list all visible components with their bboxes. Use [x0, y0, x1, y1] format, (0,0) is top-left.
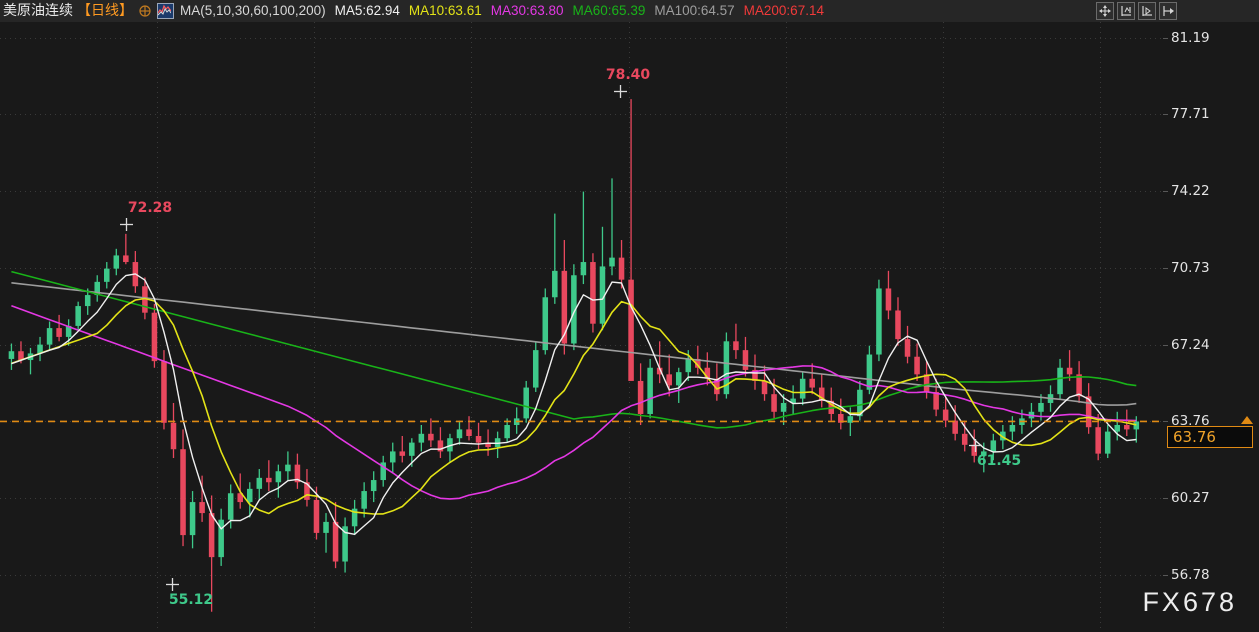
ma100-legend: MA100:64.57 — [654, 3, 735, 18]
ma5-legend: MA5:62.94 — [334, 3, 400, 18]
axis-tick-label: 70.73 — [1171, 259, 1210, 276]
low-label-6145-marker — [969, 439, 982, 452]
ma30-legend: MA30:63.80 — [490, 3, 564, 18]
axis-tick-mark — [1163, 38, 1168, 39]
current-price-value: 63.76 — [1173, 428, 1216, 447]
jump-latest-icon[interactable] — [1159, 2, 1177, 20]
axis-tick-label: 60.27 — [1171, 490, 1210, 507]
axis-tick-mark — [1163, 191, 1168, 192]
low-label-5512-marker — [166, 578, 179, 591]
high-label-7840: 78.40 — [605, 67, 651, 83]
low-label-5512: 55.12 — [168, 592, 214, 608]
chart-toolbar — [1096, 2, 1177, 20]
axis-tick-mark — [1163, 498, 1168, 499]
axis-tick-mark — [1163, 421, 1168, 422]
circle-plus-icon[interactable] — [139, 5, 151, 17]
current-price-arrow-icon — [1241, 416, 1253, 425]
price-axis[interactable]: 81.19 77.71 74.22 70.73 67.24 63.76 60.27 56.78… — [1163, 22, 1259, 632]
mini-chart-icon[interactable] — [157, 3, 174, 19]
high-label-7840-marker — [614, 85, 627, 98]
period-label[interactable]: 【日线】 — [77, 3, 133, 19]
axis-tick-label: 63.76 — [1171, 413, 1210, 430]
high-label-7228: 72.28 — [127, 200, 173, 216]
ma-definition-label: MA(5,10,30,60,100,200) — [180, 3, 326, 18]
axis-tick-label: 74.22 — [1171, 183, 1210, 200]
watermark: FX678 — [1142, 587, 1237, 617]
ma60-legend: MA60:65.39 — [572, 3, 646, 18]
ma200-legend: MA200:67.14 — [743, 3, 824, 18]
pan-move-icon[interactable] — [1096, 2, 1114, 20]
axis-tick-mark — [1163, 575, 1168, 576]
ma10-legend: MA10:63.61 — [408, 3, 482, 18]
symbol-label: 美原油连续 — [3, 3, 73, 19]
axis-tick-label: 67.24 — [1171, 336, 1210, 353]
high-label-7228-marker — [120, 218, 133, 231]
axis-tick-mark — [1163, 268, 1168, 269]
low-label-6145: 61.45 — [976, 453, 1022, 469]
current-price-box[interactable]: 63.76 — [1167, 426, 1253, 449]
axis-tick-label: 81.19 — [1171, 29, 1210, 46]
axis-tick-label: 56.78 — [1171, 567, 1210, 584]
shrink-axis-icon[interactable] — [1117, 2, 1135, 20]
chart-plot-area[interactable]: 78.40 72.28 55.12 61.45 — [0, 22, 1163, 632]
axis-tick-mark — [1163, 345, 1168, 346]
axis-tick-mark — [1163, 114, 1168, 115]
expand-axis-icon[interactable] — [1138, 2, 1156, 20]
chart-series — [0, 99, 1163, 612]
axis-tick-label: 77.71 — [1171, 106, 1210, 123]
chart-header: 美原油连续 【日线】 MA(5,10,30,60,100,200) MA5:62… — [0, 0, 1259, 22]
